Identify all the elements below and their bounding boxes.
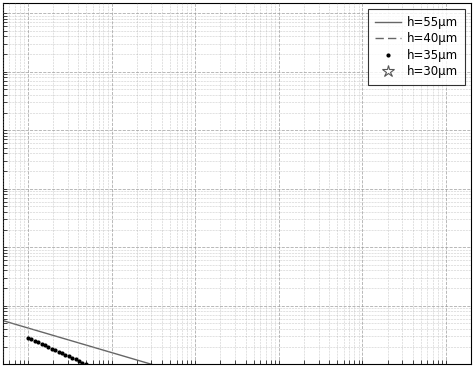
Legend: h=55μm, h=40μm, h=35μm, h=30μm: h=55μm, h=40μm, h=35μm, h=30μm xyxy=(368,9,465,86)
h=40μm xyxy=(1,366,7,367)
Line: h=55μm: h=55μm xyxy=(3,321,469,367)
h=40μm xyxy=(0,366,6,367)
h=55μm xyxy=(0,319,6,323)
h=35μm xyxy=(46,345,51,349)
Line: h=35μm: h=35μm xyxy=(26,336,469,367)
h=35μm xyxy=(25,335,31,340)
h=55μm xyxy=(1,319,7,323)
